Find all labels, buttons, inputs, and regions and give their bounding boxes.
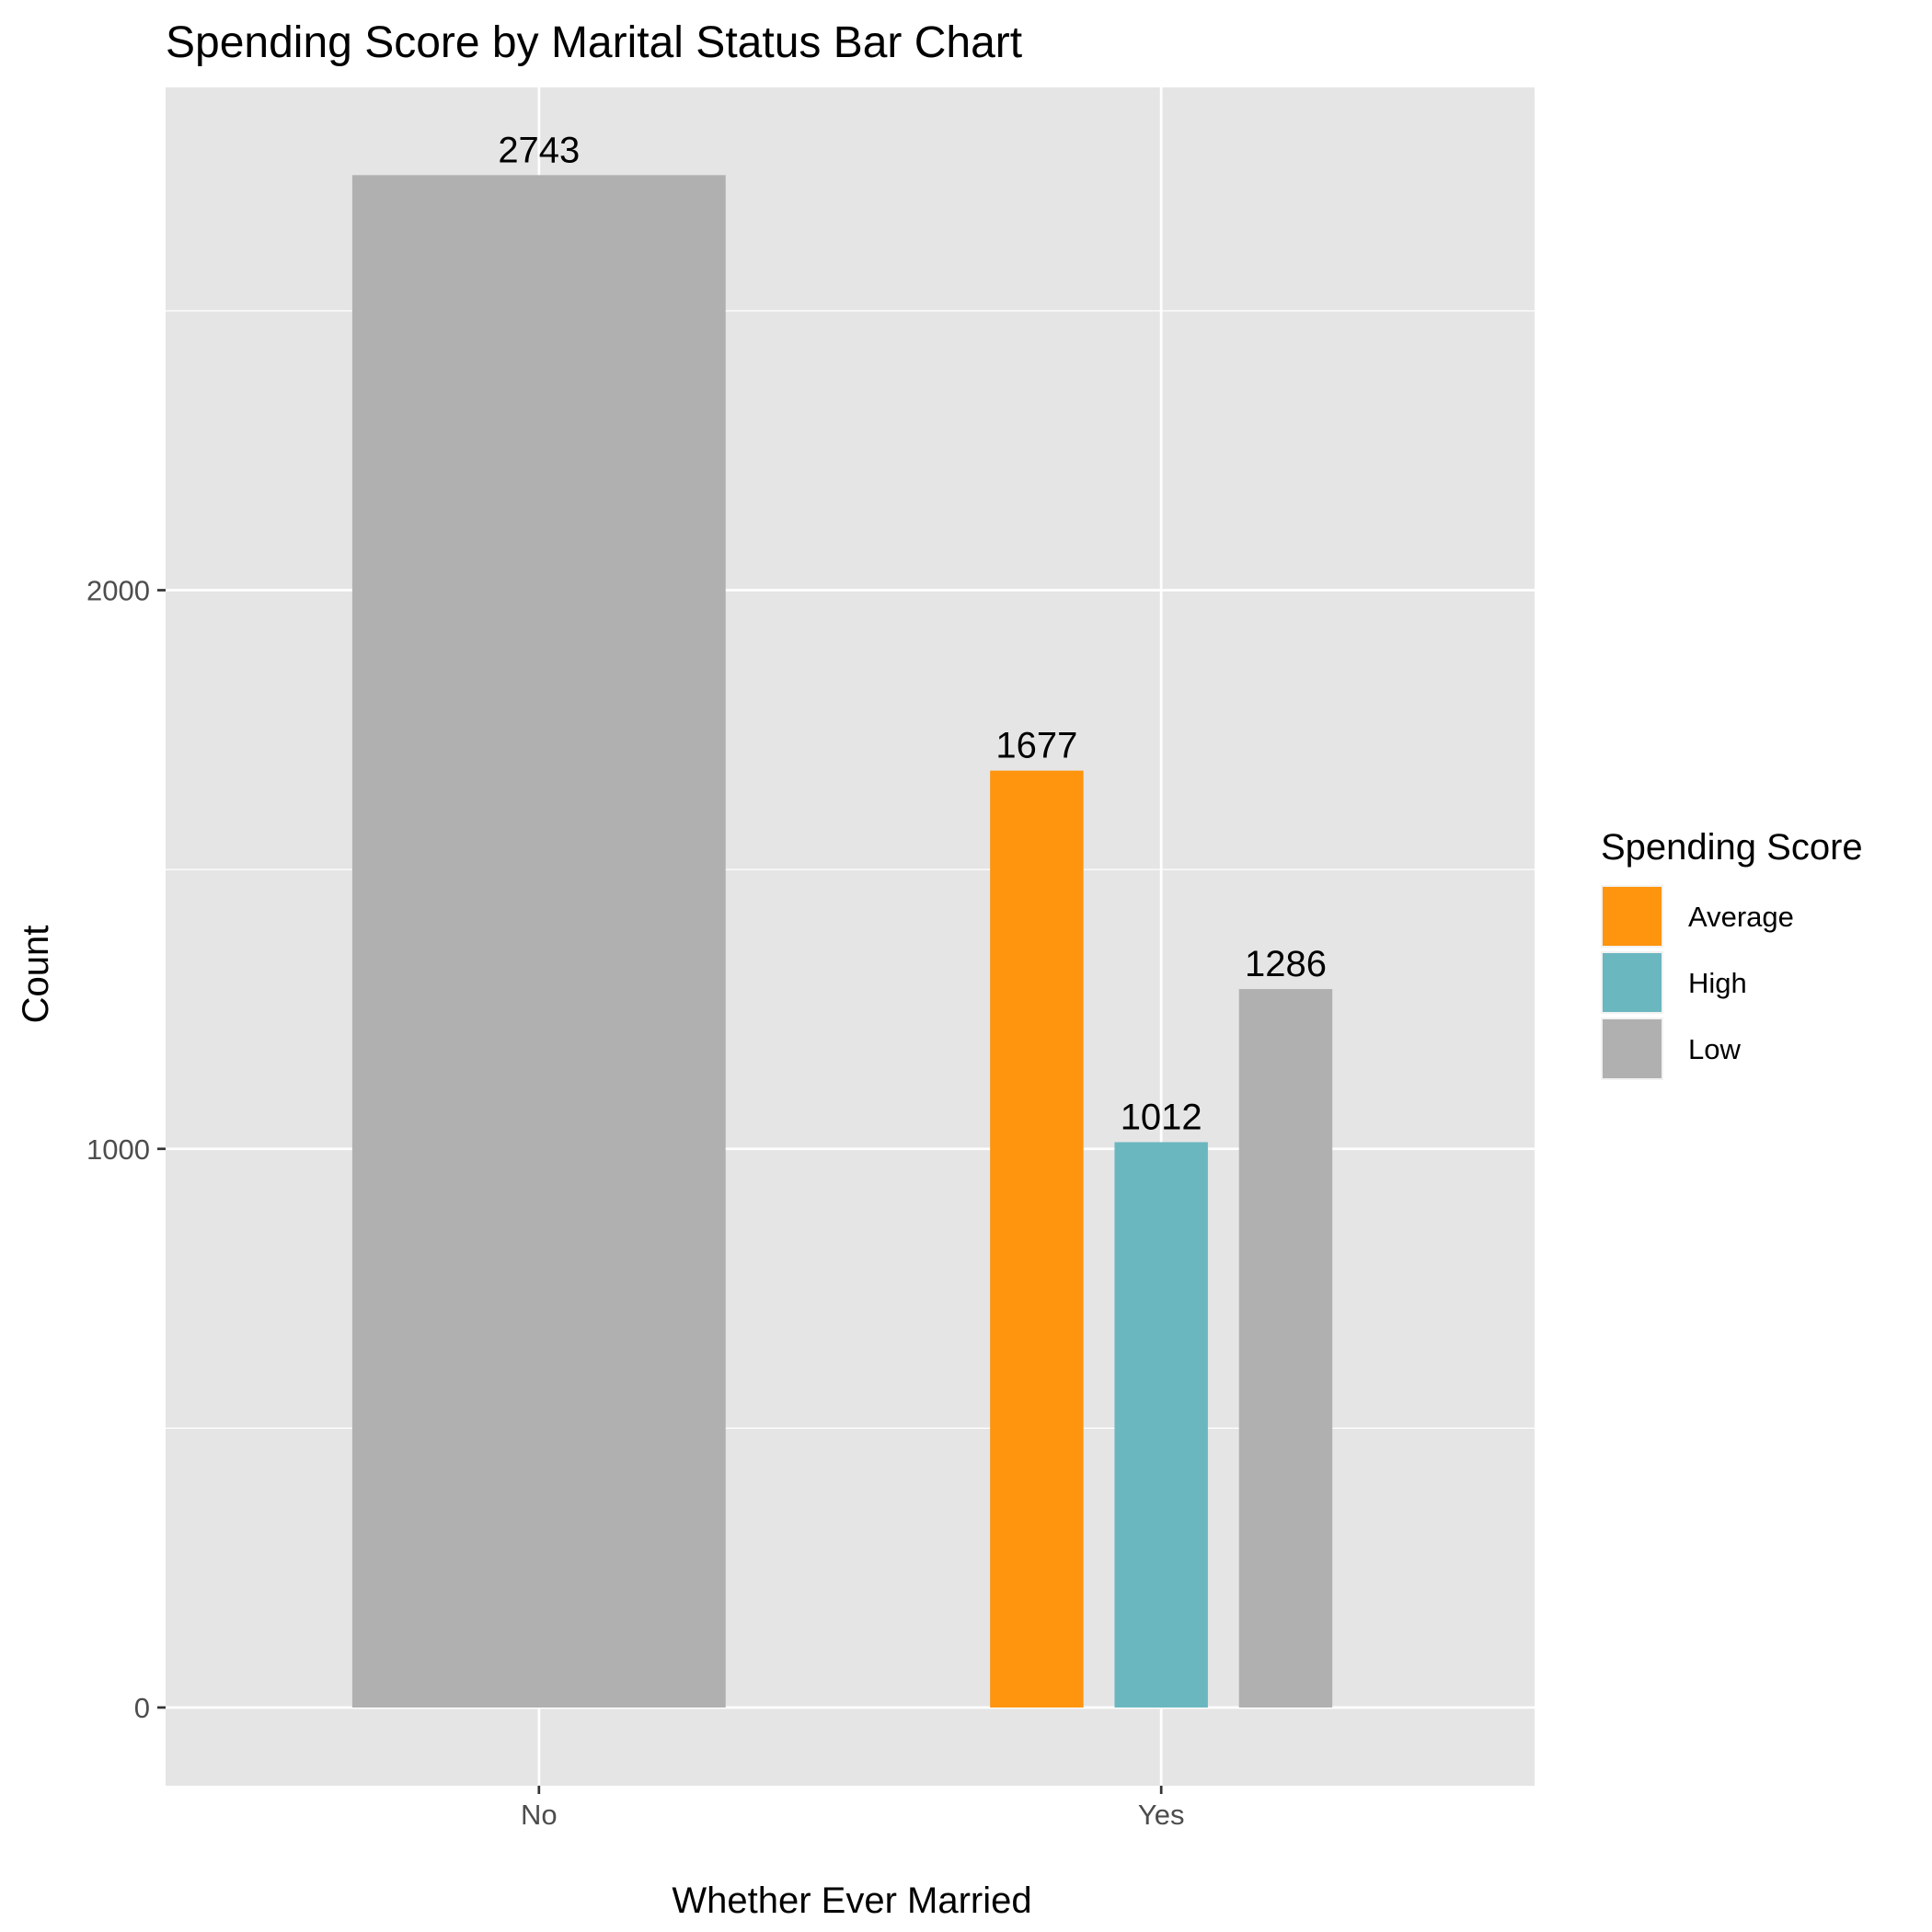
bar-yes-high — [1114, 1142, 1208, 1708]
bar-yes-average — [990, 770, 1084, 1708]
legend: Spending Score Average High Low — [1601, 827, 1863, 1080]
data-label-yes-average: 1677 — [995, 726, 1077, 766]
legend-key-low — [1603, 1019, 1662, 1078]
legend-title: Spending Score — [1601, 827, 1863, 868]
legend-key-high — [1603, 953, 1662, 1012]
bars — [351, 175, 1333, 1708]
chart-title: Spending Score by Marital Status Bar Cha… — [166, 18, 1022, 67]
x-axis-title: Whether Ever Married — [672, 1880, 1031, 1921]
bar-yes-low — [1238, 989, 1333, 1708]
y-axis-title: Count — [16, 926, 56, 1024]
data-label-no-low: 2743 — [498, 130, 580, 170]
data-label-yes-low: 1286 — [1245, 944, 1327, 984]
legend-label-high: High — [1688, 967, 1747, 999]
y-tick-label: 0 — [134, 1692, 150, 1724]
legend-key-average — [1603, 887, 1662, 946]
y-axis: 0 1000 2000 — [86, 575, 166, 1724]
legend-label-low: Low — [1688, 1033, 1741, 1065]
x-tick-label: Yes — [1138, 1799, 1185, 1831]
data-labels: 2743 1677 1012 1286 — [498, 130, 1327, 1137]
x-axis: No Yes — [521, 1786, 1184, 1831]
bar-no-low — [351, 175, 726, 1708]
legend-label-average: Average — [1688, 901, 1794, 933]
data-label-yes-high: 1012 — [1121, 1097, 1202, 1137]
x-tick-label: No — [521, 1799, 558, 1831]
y-tick-label: 1000 — [86, 1133, 150, 1166]
y-tick-label: 2000 — [86, 575, 150, 607]
